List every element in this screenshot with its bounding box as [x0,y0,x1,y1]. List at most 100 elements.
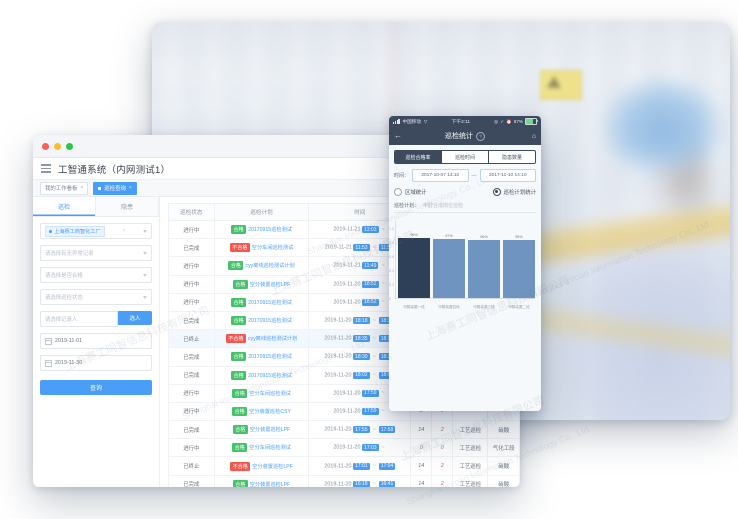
cell-plan[interactable]: 不合格 空分装置巡检LPF [213,456,310,476]
tab-pass-rate[interactable]: 巡检合格率 [395,151,442,163]
cell-plan[interactable]: 不合格 空分车间巡检测试 [213,238,310,258]
time-chip-start: 18:52 [362,298,379,306]
cell-plan[interactable]: 合格 空分装置巡检LPF [213,274,310,294]
inspection-status-select[interactable]: 请选择巡检状态 [40,289,152,305]
table-row[interactable]: 已终止 不合格 空分装置巡检LPF 2019-11-20 17:01 ~ 17:04 1… [168,456,520,476]
cell-plan[interactable]: 合格 20170915巡检测试 [213,292,310,312]
factory-tag[interactable]: 上海赛工商智化工厂 [45,225,105,237]
chart-bar-column[interactable]: 97% [433,229,465,299]
sidebar-tab-hazard[interactable]: 隐患 [96,197,159,216]
sidebar-tab-inspection[interactable]: 巡检 [33,197,96,216]
question-mark-icon[interactable]: ? [476,131,485,141]
chart-bar[interactable] [398,237,430,299]
plan-link[interactable]: 空分装置巡检CSY [249,408,291,415]
time-chip-end: 17:04 [378,462,396,470]
plan-link[interactable]: 空分车间巡检测试 [249,445,291,452]
close-icon[interactable]: × [128,185,132,191]
clear-icon[interactable]: × [122,228,126,234]
cell-plan[interactable]: 合格 20170915巡检测试 [213,310,310,331]
recorder-row: 请选择记录人 选人 [40,311,152,327]
cell-plan[interactable]: 不合格 cyy离线巡检测试计划 [213,329,310,349]
date-text: 2019-11-20 [333,299,363,306]
tab-work-board[interactable]: 我的工作看板 × [40,181,89,195]
plan-link[interactable]: 20170915巡检测试 [248,372,292,379]
chart-y-tick: 0.6 [389,255,394,259]
carrier-label: 中国移动 [402,118,421,124]
plan-link[interactable]: 空分装置巡检LPF [249,281,291,288]
close-icon[interactable] [42,142,49,150]
plan-label: 巡检计划： [394,203,420,209]
tab-inspect-time[interactable]: 巡检时间 [442,151,489,163]
chart-bar[interactable] [503,240,535,299]
maximize-icon[interactable] [66,142,73,150]
close-icon[interactable]: × [80,185,84,191]
chevron-down-icon[interactable] [143,251,147,255]
cell-plan[interactable]: 合格 空分装置巡检LPF [213,420,310,440]
cell-plan[interactable]: 合格 空分装置巡检LPF [213,474,310,487]
recorder-input[interactable]: 请选择记录人 [40,311,118,327]
wifi-icon: ▽ [423,118,428,124]
cell-status: 已完成 [168,420,215,440]
plan-select-row[interactable]: 巡检计划： 甲醇合成岗位巡检 [394,202,536,213]
hamburger-icon[interactable] [41,164,51,173]
table-row[interactable]: 已完成 合格 空分装置巡检LPF 2019-11-20 17:55 ~ 17:58 14… [168,420,520,440]
search-button[interactable]: 查询 [40,380,152,395]
abnormal-record-select[interactable]: 请选择有无异常记录 [40,245,152,261]
plan-link[interactable]: cyy离线巡检测试计划 [245,263,295,270]
table-row[interactable]: 已完成 合格 空分装置巡检LPF 2019-11-20 16:18 ~ 16:41 14… [168,474,520,487]
home-icon[interactable]: ⌂ [531,132,536,140]
date-to-input[interactable]: 2017-11-10 14:10 [479,169,537,182]
square-icon [98,186,102,190]
end-date-input[interactable]: 2019-11-30 [40,355,152,371]
qualified-select[interactable]: 请选择是否合格 [40,267,152,283]
col-plan[interactable]: 巡检计划 [213,203,310,221]
radio-icon-selected[interactable] [492,188,501,196]
radio-icon[interactable] [394,188,402,196]
radio-area-statistics[interactable]: 区域统计 [394,188,427,196]
chart-bar-column[interactable]: 96% [468,229,500,299]
cell-plan[interactable]: 合格 20170915巡检测试 [213,365,310,385]
chart-bar-column[interactable]: 99% [398,229,430,299]
time-chip-start: 12:03 [362,226,379,234]
cell-plan[interactable]: 合格 空分装置巡检CSY [213,401,310,422]
time-chip-end: 17:58 [378,426,396,434]
plan-link[interactable]: 20170915巡检测试 [248,299,292,306]
col-status[interactable]: 巡检状态 [168,203,215,221]
cell-plan[interactable]: 合格 cyy离线巡检测试计划 [213,256,310,276]
cell-plan[interactable]: 合格 20170915巡检测试 [213,347,310,367]
status-badge: 不合格 [229,243,250,253]
plan-link[interactable]: 空分车间巡检测试 [249,390,291,397]
date-from-input[interactable]: 2017-10-07 14:10 [412,169,469,182]
chevron-down-icon[interactable] [143,229,147,233]
plan-link[interactable]: 20170915巡检测试 [248,318,292,325]
plan-link[interactable]: 空分装置巡检LPF [252,463,293,470]
inspection-status-placeholder: 请选择巡检状态 [45,295,83,301]
factory-select[interactable]: 上海赛工商智化工厂 × [40,223,152,239]
plan-link[interactable]: cyy离线巡检测试计划 [247,336,298,343]
plan-link[interactable]: 20170915巡检测试 [248,354,292,361]
plan-link[interactable]: 空分装置巡检LPF [249,427,291,434]
cell-plan[interactable]: 合格 空分车间巡检测试 [213,438,310,458]
chevron-down-icon[interactable] [143,273,147,277]
time-chip-start: 18:35 [353,335,370,343]
plan-link[interactable]: 20170915巡检测试 [248,227,292,234]
radio-plan-statistics[interactable]: 巡检计划统计 [492,188,536,196]
tab-hazard-count[interactable]: 隐患数量 [489,151,535,163]
plan-link[interactable]: 空分车间巡检测试 [251,245,294,252]
chevron-down-icon[interactable] [143,295,147,299]
minimize-icon[interactable] [54,142,61,150]
back-arrow-icon[interactable]: ← [394,131,402,140]
cell-plan[interactable]: 合格 20170915巡检测试 [213,219,310,240]
cell-plan[interactable]: 合格 空分车间巡检测试 [213,383,310,403]
start-date-input[interactable]: 2019-11-01 [40,333,152,349]
chart-bar[interactable] [468,239,500,299]
tab-inspection-query[interactable]: 巡检查询 × [93,181,137,195]
chart-bar[interactable] [433,239,465,299]
date-text: 2019-11-20 [333,444,363,451]
table-row[interactable]: 进行中 合格 空分车间巡检测试 2019-11-20 17:03 ~ 0 0 工艺巡检 气化… [168,438,520,458]
chart-bar-column[interactable]: 95% [503,229,535,299]
plan-link[interactable]: 空分装置巡检LPF [249,481,291,487]
chart-y-axis [395,221,396,299]
pick-person-button[interactable]: 选人 [118,311,152,325]
